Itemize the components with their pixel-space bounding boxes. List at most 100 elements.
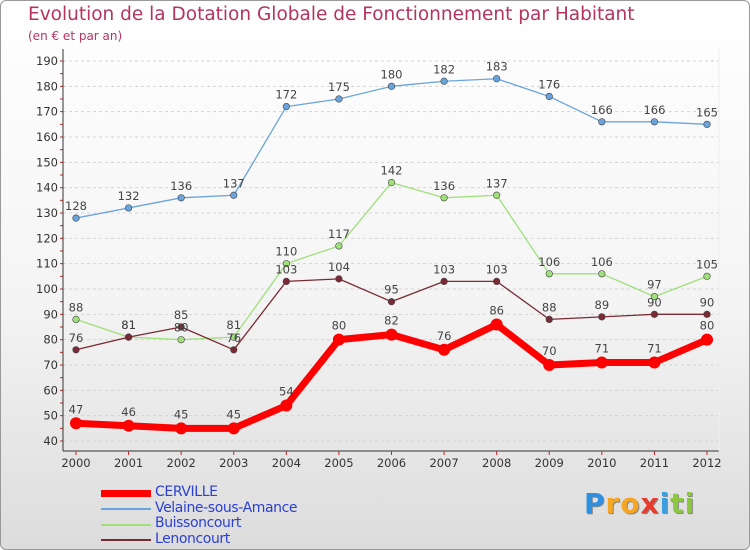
- logo-letter: o: [620, 487, 641, 520]
- data-point-velaine-sous-amance: [230, 191, 238, 199]
- data-point-lenoncourt: [650, 310, 659, 318]
- y-tick-label: 40: [43, 434, 58, 448]
- data-label-buissoncourt: 106: [591, 255, 613, 269]
- data-label-lenoncourt: 104: [328, 260, 350, 274]
- data-label-buissoncourt: 80: [174, 321, 189, 335]
- series-lines: [70, 75, 713, 435]
- data-label-velaine-sous-amance: 183: [486, 60, 508, 74]
- x-tick-label: 2007: [429, 456, 458, 470]
- x-tick-label: 2011: [640, 456, 669, 470]
- logo-letter: P: [584, 487, 606, 520]
- y-tick-label: 130: [36, 206, 58, 220]
- data-point-buissoncourt: [335, 242, 343, 250]
- data-point-cerville: [543, 359, 556, 371]
- proxiti-logo: Proxiti: [584, 487, 695, 520]
- data-point-lenoncourt: [703, 310, 711, 318]
- data-label-lenoncourt: 76: [226, 331, 241, 345]
- y-tick-label: 90: [43, 307, 58, 321]
- data-point-cerville: [385, 328, 398, 341]
- data-label-buissoncourt: 105: [696, 257, 718, 271]
- data-point-buissoncourt: [598, 270, 606, 278]
- data-point-velaine-sous-amance: [335, 95, 343, 103]
- data-point-velaine-sous-amance: [282, 102, 290, 111]
- x-tick-label: 2009: [535, 456, 564, 470]
- data-point-velaine-sous-amance: [177, 194, 185, 202]
- data-label-cerville: 86: [489, 303, 504, 317]
- data-label-buissoncourt: 106: [538, 255, 560, 269]
- data-label-velaine-sous-amance: 137: [223, 176, 245, 190]
- data-label-lenoncourt: 89: [595, 298, 610, 312]
- data-label-lenoncourt: 103: [433, 262, 455, 276]
- data-point-cerville: [227, 422, 240, 435]
- x-tick-label: 2001: [114, 456, 143, 470]
- data-point-velaine-sous-amance: [440, 77, 448, 85]
- data-point-velaine-sous-amance: [493, 75, 501, 83]
- logo-letter: t: [670, 487, 685, 520]
- data-point-lenoncourt: [545, 315, 553, 324]
- data-point-buissoncourt: [703, 272, 711, 280]
- data-label-velaine-sous-amance: 166: [591, 103, 613, 117]
- logo-letter: r: [605, 487, 621, 520]
- data-point-lenoncourt: [124, 333, 133, 341]
- y-tick-label: 70: [43, 358, 58, 372]
- y-tick-label: 110: [36, 257, 58, 271]
- data-label-lenoncourt: 85: [174, 308, 189, 322]
- data-point-cerville: [70, 417, 82, 430]
- y-tick-label: 120: [36, 231, 58, 245]
- data-point-lenoncourt: [282, 277, 290, 286]
- data-point-cerville: [438, 343, 451, 356]
- data-point-lenoncourt: [335, 275, 343, 283]
- data-label-velaine-sous-amance: 172: [275, 88, 297, 102]
- legend-label-lenoncourt: Lenoncourt: [155, 530, 230, 547]
- data-point-buissoncourt: [440, 194, 448, 202]
- logo-letter: i: [659, 487, 671, 520]
- data-label-lenoncourt: 90: [647, 295, 662, 309]
- data-label-lenoncourt: 103: [486, 262, 508, 276]
- data-label-velaine-sous-amance: 165: [696, 105, 718, 119]
- data-label-buissoncourt: 117: [328, 227, 350, 241]
- logo-letter: i: [684, 487, 696, 520]
- y-tick-label: 180: [36, 79, 58, 93]
- x-tick-label: 2002: [167, 456, 196, 470]
- legend-swatch-lenoncourt: [101, 539, 151, 542]
- data-label-cerville: 82: [384, 314, 399, 328]
- data-point-velaine-sous-amance: [387, 82, 396, 90]
- data-label-cerville: 76: [437, 329, 452, 343]
- y-tick-label: 80: [43, 333, 58, 347]
- chart-title: Evolution de la Dotation Globale de Fonc…: [28, 4, 635, 25]
- data-point-velaine-sous-amance: [72, 214, 80, 222]
- data-point-cerville: [701, 333, 713, 346]
- y-tick-label: 160: [36, 130, 58, 144]
- x-tick-label: 2010: [587, 456, 616, 470]
- data-label-cerville: 80: [332, 319, 347, 333]
- x-tick-label: 2008: [482, 456, 511, 470]
- data-point-cerville: [648, 356, 661, 369]
- y-tick-label: 150: [36, 155, 58, 169]
- data-point-cerville: [490, 318, 503, 331]
- data-label-velaine-sous-amance: 175: [328, 80, 350, 94]
- data-label-velaine-sous-amance: 128: [65, 199, 87, 213]
- data-label-velaine-sous-amance: 176: [538, 77, 560, 91]
- y-tick-label: 100: [36, 282, 58, 296]
- x-tick-label: 2004: [272, 456, 301, 470]
- legend-label-cerville: CERVILLE: [155, 484, 218, 500]
- data-point-buissoncourt: [177, 336, 185, 344]
- data-point-velaine-sous-amance: [598, 118, 606, 126]
- data-label-buissoncourt: 110: [275, 245, 297, 259]
- data-label-cerville: 46: [121, 405, 136, 419]
- data-point-velaine-sous-amance: [703, 120, 711, 128]
- legend-swatch-cerville: [101, 490, 151, 498]
- data-label-velaine-sous-amance: 180: [381, 67, 403, 81]
- data-label-cerville: 45: [226, 407, 241, 421]
- data-label-buissoncourt: 81: [226, 318, 241, 332]
- legend-label-velaine-sous-amance: Velaine-sous-Amance: [155, 499, 298, 516]
- data-label-cerville: 70: [542, 344, 557, 358]
- series-line-velaine-sous-amance: [75, 78, 708, 219]
- legend-swatch-buissoncourt: [101, 523, 151, 526]
- data-point-lenoncourt: [177, 323, 185, 331]
- data-label-velaine-sous-amance: 166: [643, 103, 665, 117]
- data-point-velaine-sous-amance: [124, 204, 133, 212]
- y-tick-label: 170: [36, 105, 58, 119]
- data-label-cerville: 80: [700, 319, 715, 333]
- data-point-cerville: [332, 333, 345, 346]
